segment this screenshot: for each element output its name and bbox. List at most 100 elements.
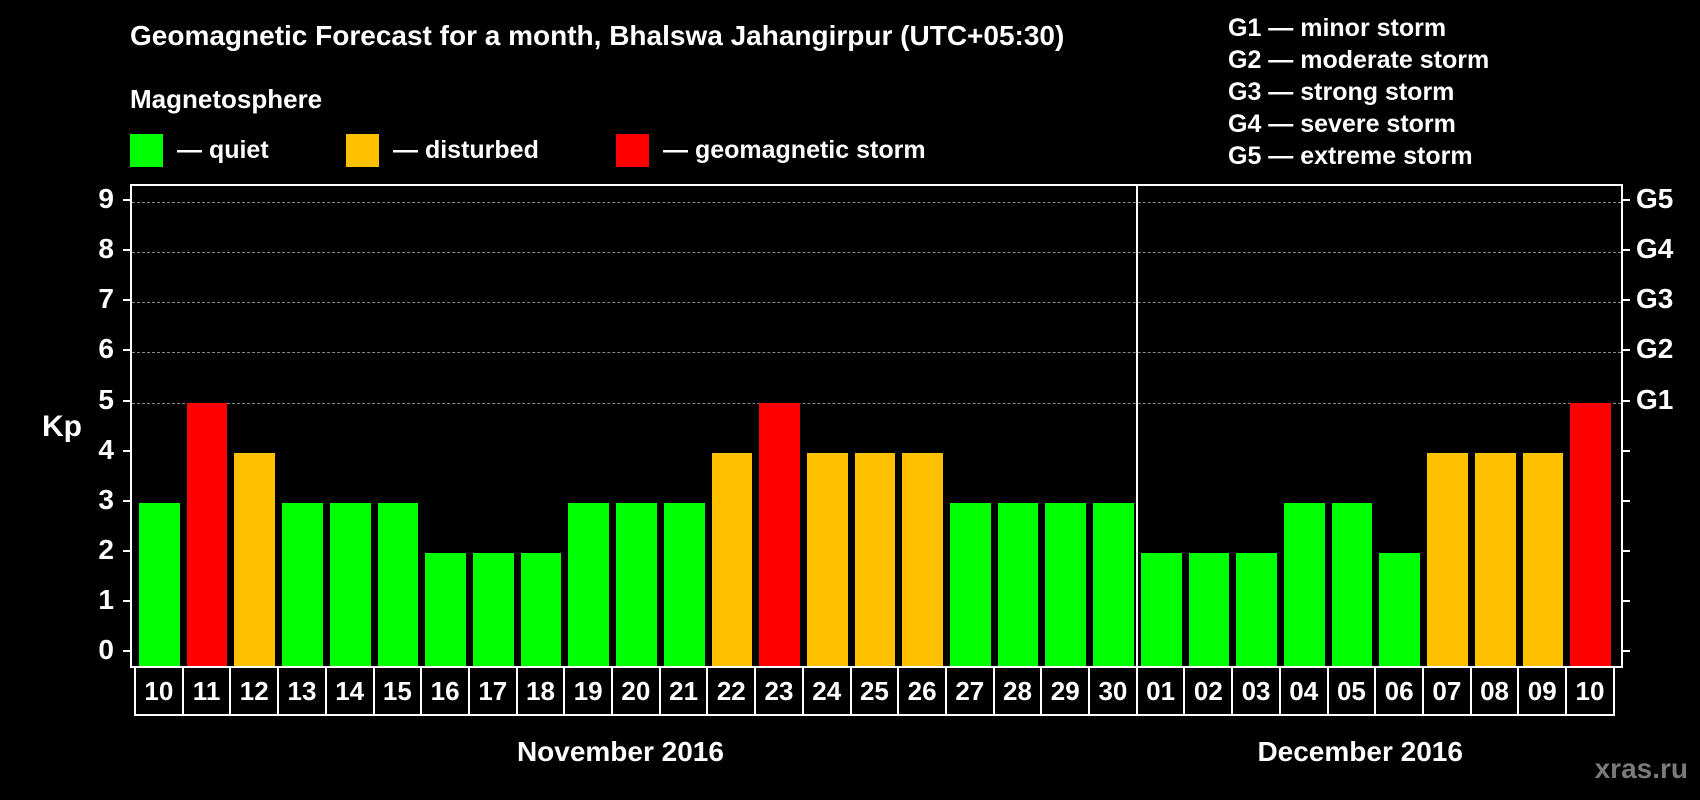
x-date-10: 20 xyxy=(613,668,661,714)
y-tick-label-7: 7 xyxy=(98,283,114,315)
bar-30 xyxy=(1093,502,1134,666)
bar-28 xyxy=(997,502,1039,666)
right-tick-3 xyxy=(1622,499,1630,502)
bar-11 xyxy=(186,402,228,666)
y-tick-label-3: 3 xyxy=(98,483,114,515)
legend-heading: Magnetosphere xyxy=(130,84,323,114)
x-date-21: 01 xyxy=(1138,668,1186,714)
bar-27 xyxy=(950,502,991,666)
y-tick-label-4: 4 xyxy=(98,433,114,465)
storm-scale-g1: G1 — minor storm xyxy=(1228,14,1447,42)
x-date-12: 22 xyxy=(708,668,757,714)
bar-09 xyxy=(1522,452,1564,666)
x-date-4: 14 xyxy=(327,668,375,714)
month-divider xyxy=(1135,186,1138,666)
right-tick-2 xyxy=(1622,549,1630,552)
x-date-29: 09 xyxy=(1519,668,1568,714)
storm-level-g5: G5 xyxy=(1636,183,1674,215)
bar-14 xyxy=(329,502,371,666)
plot-area xyxy=(130,184,1623,668)
bar-23 xyxy=(759,402,800,666)
x-date-11: 21 xyxy=(661,668,709,714)
right-tick-6 xyxy=(1622,349,1630,352)
storm-level-g2: G2 xyxy=(1636,333,1674,365)
storm-scale-g2: G2 — moderate storm xyxy=(1228,46,1490,74)
bar-26 xyxy=(902,452,944,666)
x-date-9: 19 xyxy=(565,668,614,714)
x-date-15: 25 xyxy=(852,668,900,714)
bar-05 xyxy=(1331,502,1373,666)
y-tick-label-6: 6 xyxy=(98,333,114,365)
watermark: xras.ru xyxy=(1594,753,1688,784)
gridline-8 xyxy=(132,252,1621,254)
x-date-16: 26 xyxy=(899,668,947,714)
legend-label-quiet: — quiet xyxy=(177,136,269,164)
bar-19 xyxy=(568,502,610,666)
bar-20 xyxy=(616,502,657,666)
legend-swatch-storm xyxy=(616,134,649,167)
y-tick-4 xyxy=(123,449,131,452)
bar-21 xyxy=(663,502,705,666)
x-date-19: 29 xyxy=(1042,668,1091,714)
x-date-6: 16 xyxy=(422,668,470,714)
x-date-13: 23 xyxy=(756,668,804,714)
x-date-5: 15 xyxy=(375,668,423,714)
bar-07 xyxy=(1427,452,1468,666)
bar-18 xyxy=(520,552,562,666)
bar-01 xyxy=(1140,552,1182,666)
bar-24 xyxy=(806,452,848,666)
x-date-22: 02 xyxy=(1185,668,1234,714)
bar-15 xyxy=(377,502,419,666)
right-tick-4 xyxy=(1622,449,1630,452)
x-date-23: 03 xyxy=(1233,668,1281,714)
month-label-november: November 2016 xyxy=(516,736,724,767)
y-tick-label-0: 0 xyxy=(98,634,114,665)
x-date-17: 27 xyxy=(947,668,995,714)
gridline-7 xyxy=(132,302,1621,304)
bar-06 xyxy=(1379,552,1421,666)
y-tick-label-9: 9 xyxy=(98,183,114,215)
storm-scale-g3: G3 — strong storm xyxy=(1228,78,1455,106)
gridline-9 xyxy=(132,202,1621,204)
x-date-7: 17 xyxy=(470,668,518,714)
storm-scale-g4: G4 — severe storm xyxy=(1228,110,1456,138)
x-date-25: 05 xyxy=(1329,668,1377,714)
x-date-1: 11 xyxy=(184,668,232,714)
right-tick-8 xyxy=(1622,249,1630,252)
x-date-3: 13 xyxy=(279,668,327,714)
legend-swatch-quiet xyxy=(130,134,163,167)
right-tick-5 xyxy=(1622,399,1630,402)
x-date-14: 24 xyxy=(804,668,852,714)
right-tick-0 xyxy=(1622,650,1630,652)
y-tick-8 xyxy=(123,249,131,252)
bar-25 xyxy=(854,452,896,666)
y-tick-9 xyxy=(123,199,131,202)
x-date-8: 18 xyxy=(518,668,566,714)
y-tick-5 xyxy=(123,399,131,402)
x-date-28: 08 xyxy=(1472,668,1520,714)
bar-08 xyxy=(1474,452,1516,666)
bar-10 xyxy=(1570,402,1611,666)
right-tick-1 xyxy=(1622,599,1630,602)
bar-16 xyxy=(425,552,466,666)
bar-29 xyxy=(1045,502,1087,666)
bar-04 xyxy=(1284,502,1325,666)
bar-12 xyxy=(234,452,276,666)
x-date-30: 10 xyxy=(1575,675,1605,706)
x-date-18: 28 xyxy=(995,668,1043,714)
x-date-2: 12 xyxy=(231,668,280,714)
chart-title: Geomagnetic Forecast for a month, Bhalsw… xyxy=(130,20,1065,51)
gridline-6 xyxy=(132,352,1621,354)
bar-02 xyxy=(1188,552,1230,666)
bar-17 xyxy=(472,552,514,666)
x-date-24: 04 xyxy=(1281,668,1329,714)
x-date-0: 10 xyxy=(136,668,184,714)
x-date-27: 07 xyxy=(1424,668,1472,714)
y-tick-label-5: 5 xyxy=(98,383,114,415)
x-date-20: 30 xyxy=(1090,668,1138,714)
legend-label-storm: — geomagnetic storm xyxy=(663,136,926,164)
right-tick-7 xyxy=(1622,299,1630,302)
y-tick-0 xyxy=(123,650,131,652)
y-tick-label-1: 1 xyxy=(98,583,114,615)
y-tick-7 xyxy=(123,299,131,302)
